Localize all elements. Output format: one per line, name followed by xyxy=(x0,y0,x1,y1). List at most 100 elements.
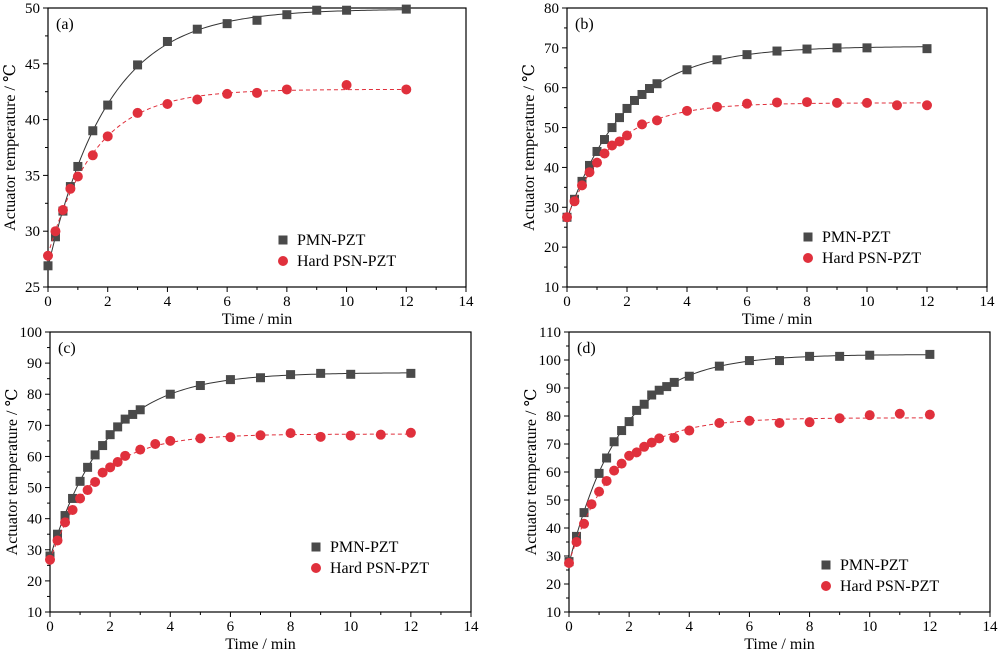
data-point-hard-psn-pzt xyxy=(922,100,932,111)
x-tick-label: 12 xyxy=(403,619,418,635)
x-tick-label: 2 xyxy=(104,294,112,310)
y-tick-label: 60 xyxy=(546,465,561,481)
data-point-pmn-pzt xyxy=(654,385,664,395)
legend-marker-hard-psn-pzt xyxy=(821,581,831,591)
x-tick-label: 10 xyxy=(860,294,875,310)
data-point-pmn-pzt xyxy=(579,508,589,518)
data-point-pmn-pzt xyxy=(120,414,130,424)
data-point-pmn-pzt xyxy=(222,19,232,29)
data-point-pmn-pzt xyxy=(615,113,624,123)
x-tick-label: 6 xyxy=(227,619,235,635)
data-point-pmn-pzt xyxy=(225,375,235,385)
data-point-hard-psn-pzt xyxy=(614,136,625,147)
data-point-pmn-pzt xyxy=(647,390,657,400)
data-point-pmn-pzt xyxy=(594,468,604,478)
data-point-pmn-pzt xyxy=(133,60,143,70)
x-tick-label: 10 xyxy=(339,294,354,310)
legend: PMN-PZT Hard PSN-PZT xyxy=(803,229,921,267)
y-tick-label: 90 xyxy=(27,356,42,372)
data-point-hard-psn-pzt xyxy=(67,504,78,515)
legend: PMN-PZT Hard PSN-PZT xyxy=(278,232,396,270)
data-point-pmn-pzt xyxy=(662,382,672,392)
data-point-hard-psn-pzt xyxy=(624,450,635,461)
data-point-hard-psn-pzt xyxy=(375,429,386,440)
x-tick-label: 12 xyxy=(922,619,937,635)
data-point-pmn-pzt xyxy=(105,430,115,440)
data-point-pmn-pzt xyxy=(256,373,265,383)
legend-label-pmn-pzt: PMN-PZT xyxy=(822,229,891,246)
data-point-hard-psn-pzt xyxy=(862,97,872,108)
data-point-pmn-pzt xyxy=(712,55,722,65)
x-tick-label: 10 xyxy=(343,619,358,635)
data-point-hard-psn-pzt xyxy=(599,148,610,159)
x-tick-label: 12 xyxy=(399,294,414,310)
legend-label-pmn-pzt: PMN-PZT xyxy=(840,557,909,574)
y-tick-label: 20 xyxy=(27,574,42,590)
data-point-hard-psn-pzt xyxy=(72,171,83,182)
y-tick-label: 100 xyxy=(539,353,562,369)
data-point-hard-psn-pzt xyxy=(135,444,146,455)
data-point-pmn-pzt xyxy=(98,441,108,451)
x-tick-label: 0 xyxy=(46,619,54,635)
data-point-hard-psn-pzt xyxy=(345,430,356,441)
y-tick-label: 80 xyxy=(27,387,42,403)
y-tick-label: 20 xyxy=(544,240,559,256)
data-point-pmn-pzt xyxy=(135,405,145,415)
data-point-hard-psn-pzt xyxy=(97,467,108,478)
y-tick-label: 45 xyxy=(25,57,40,73)
data-point-pmn-pzt xyxy=(75,476,85,486)
x-axis-label: Time / min xyxy=(225,636,296,653)
y-tick-label: 70 xyxy=(27,418,42,434)
data-point-pmn-pzt xyxy=(742,50,752,60)
legend-label-hard-psn-pzt: Hard PSN-PZT xyxy=(822,250,921,267)
data-point-pmn-pzt xyxy=(312,5,322,15)
y-tick-label: 30 xyxy=(544,200,559,216)
data-point-pmn-pzt xyxy=(645,84,654,94)
y-axis-label: Actuator temperature / ℃ xyxy=(521,64,538,231)
data-point-hard-psn-pzt xyxy=(225,432,236,443)
panel-d: 0 2 4 6 8 10 12 14 10 20 30 40 50 60 70 80 90 100 110 Time … xyxy=(523,325,998,653)
data-point-hard-psn-pzt xyxy=(586,499,597,510)
data-point-pmn-pzt xyxy=(609,437,619,447)
data-point-hard-psn-pzt xyxy=(52,535,63,546)
data-point-hard-psn-pzt xyxy=(222,88,233,99)
x-tick-label: 10 xyxy=(862,619,877,635)
legend-marker-pmn-pzt xyxy=(278,235,288,245)
panel-b: 0 2 4 6 8 10 12 14 10 20 30 40 50 60 70 80 Time / min Act… xyxy=(521,1,995,328)
y-tick-label: 60 xyxy=(544,81,559,97)
x-tick-label: 6 xyxy=(743,294,751,310)
data-point-hard-psn-pzt xyxy=(57,204,68,215)
data-point-pmn-pzt xyxy=(406,368,416,378)
data-point-hard-psn-pzt xyxy=(712,101,722,112)
data-point-hard-psn-pzt xyxy=(562,212,572,223)
fit-line-pmn-pzt xyxy=(47,9,407,268)
data-point-pmn-pzt xyxy=(128,409,138,419)
data-point-hard-psn-pzt xyxy=(341,80,352,91)
x-tick-label: 14 xyxy=(459,294,475,310)
data-point-hard-psn-pzt xyxy=(120,450,131,461)
legend-marker-pmn-pzt xyxy=(311,542,321,552)
data-point-hard-psn-pzt xyxy=(639,441,650,452)
panel-c: 0 2 4 6 8 10 12 14 10 20 30 40 50 60 70 80 90 100 Time / m… xyxy=(4,325,479,653)
y-tick-label: 80 xyxy=(546,409,561,425)
data-point-pmn-pzt xyxy=(632,405,642,415)
data-point-hard-psn-pzt xyxy=(714,418,725,428)
y-tick-label: 40 xyxy=(546,521,561,537)
data-point-hard-psn-pzt xyxy=(654,433,665,444)
data-point-pmn-pzt xyxy=(585,160,594,170)
data-point-pmn-pzt xyxy=(68,493,78,503)
x-axis-label: Time / min xyxy=(742,311,813,328)
data-point-hard-psn-pzt xyxy=(315,431,326,442)
data-point-hard-psn-pzt xyxy=(637,119,647,130)
x-tick-label: 8 xyxy=(803,294,811,310)
data-point-hard-psn-pzt xyxy=(609,465,620,476)
legend-marker-hard-psn-pzt xyxy=(311,563,321,573)
y-tick-label: 30 xyxy=(27,543,42,559)
data-point-pmn-pzt xyxy=(835,351,845,361)
data-point-hard-psn-pzt xyxy=(616,458,627,469)
x-tick-label: 8 xyxy=(287,619,295,635)
data-point-pmn-pzt xyxy=(832,43,842,53)
data-point-hard-psn-pzt xyxy=(834,413,845,424)
data-point-pmn-pzt xyxy=(165,389,175,399)
data-point-pmn-pzt xyxy=(572,531,582,541)
